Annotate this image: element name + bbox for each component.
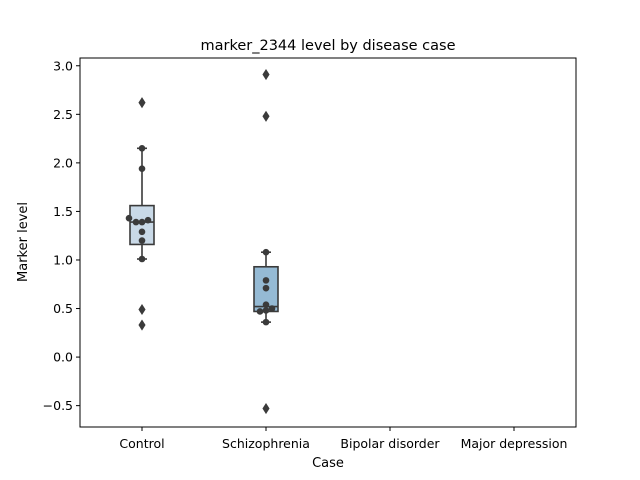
plot-area-frame xyxy=(79,57,577,428)
y-axis-label: Marker level xyxy=(16,202,31,282)
data-point xyxy=(144,216,152,224)
data-point xyxy=(138,165,146,172)
y-tick-label: 0.5 xyxy=(53,301,73,316)
x-tick-label: Control xyxy=(119,436,164,451)
data-point xyxy=(132,218,140,226)
data-point xyxy=(138,237,146,244)
x-axis-label: Case xyxy=(312,456,344,471)
y-tick-label: 2.0 xyxy=(53,155,73,170)
outlier-point xyxy=(262,110,270,122)
data-point xyxy=(262,307,270,314)
outlier-point xyxy=(138,97,146,109)
data-point xyxy=(262,248,270,256)
x-axis: Control Schizophrenia Bipolar disorder Majo… xyxy=(119,427,567,451)
x-tick-label: Major depression xyxy=(461,436,568,451)
y-tick-label: 1.0 xyxy=(53,252,73,267)
data-point xyxy=(262,318,270,326)
data-point xyxy=(138,218,146,226)
outlier-point xyxy=(138,319,146,331)
data-point xyxy=(262,277,270,284)
y-tick-label: 1.5 xyxy=(53,204,73,219)
y-tick-label: 3.0 xyxy=(53,58,73,73)
x-tick-label: Bipolar disorder xyxy=(340,436,440,451)
data-point xyxy=(268,305,276,312)
y-axis: −0.5 0.0 0.5 1.0 1.5 2.0 2.5 3.0 xyxy=(43,58,80,413)
y-tick-label: −0.5 xyxy=(43,398,73,413)
outlier-point xyxy=(138,303,146,316)
data-point xyxy=(262,284,270,292)
data-point xyxy=(262,301,270,308)
chart-title: marker_2344 level by disease case xyxy=(201,38,456,54)
data-point xyxy=(138,228,146,236)
x-tick-label: Schizophrenia xyxy=(222,436,310,451)
y-tick-label: 0.0 xyxy=(53,350,73,365)
chart-marks xyxy=(125,68,279,415)
data-point xyxy=(256,308,264,315)
box-group-control xyxy=(125,97,155,331)
outlier-point xyxy=(262,68,270,81)
data-point xyxy=(138,255,146,263)
box-group-schizophrenia xyxy=(253,68,279,415)
outlier-point xyxy=(262,402,270,415)
data-point xyxy=(138,145,146,152)
y-tick-label: 2.5 xyxy=(53,107,73,122)
data-point xyxy=(125,214,133,222)
